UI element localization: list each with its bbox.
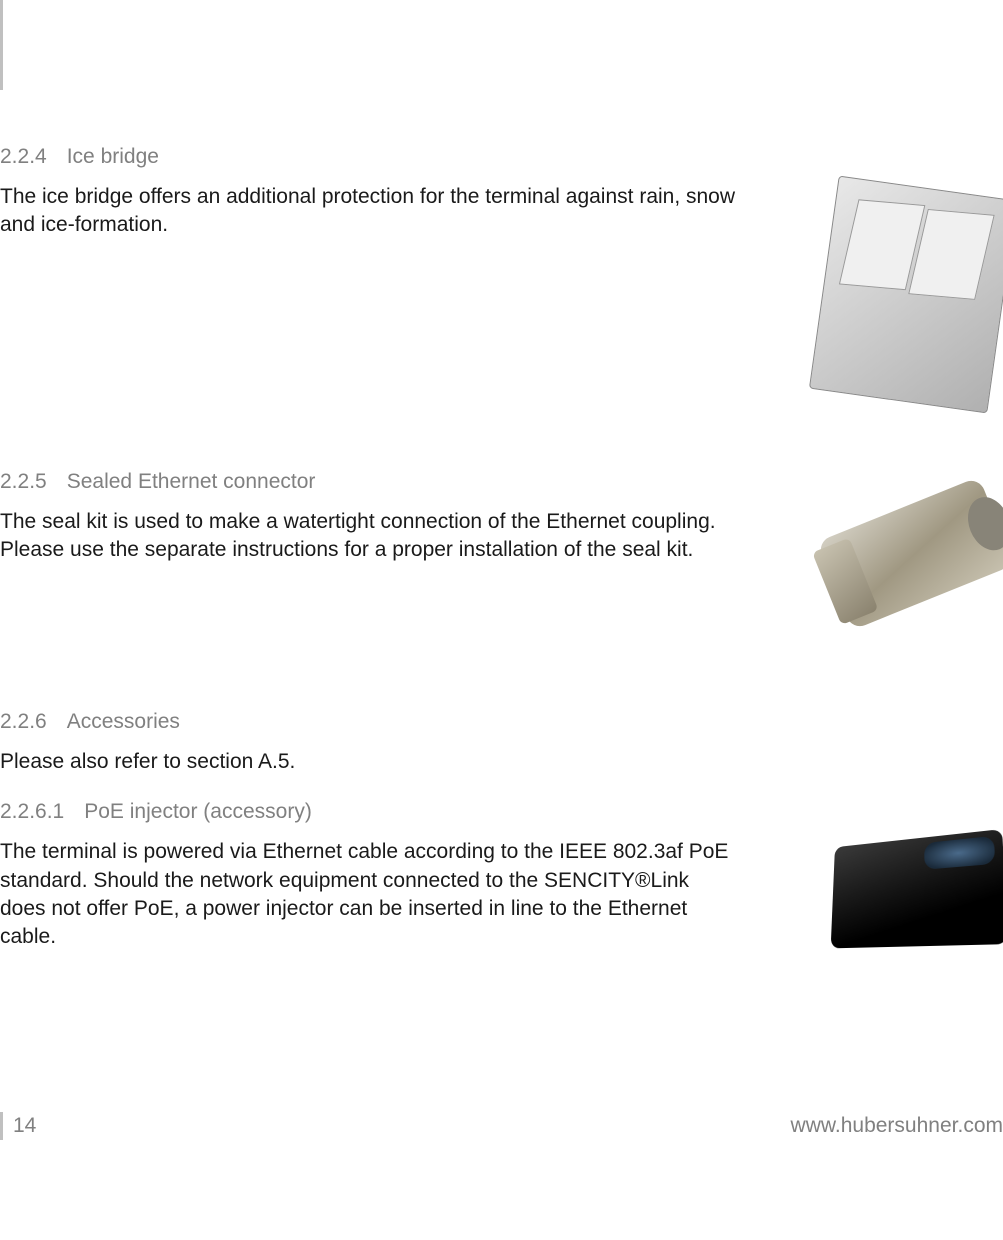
section-ice-bridge: 2.2.4 Ice bridge The ice bridge offers an… [0,145,1003,420]
section-accessories: 2.2.6 Accessories Please also refer to se… [0,710,1003,776]
image-poe-injector [831,829,1003,948]
heading-number: 2.2.4 [0,145,47,168]
text-accessories: Please also refer to section A.5. [0,748,740,776]
page-number: 14 [0,1112,36,1140]
heading-title: Accessories [67,710,180,733]
text-ice-bridge: The ice bridge offers an additional prot… [0,183,740,240]
image-ethernet-connector [817,477,1003,631]
heading-title: PoE injector (accessory) [84,800,312,823]
heading-accessories: 2.2.6 Accessories [0,710,1003,734]
heading-sealed-ethernet: 2.2.5 Sealed Ethernet connector [0,470,1003,494]
text-poe-injector: The terminal is powered via Ethernet cab… [0,838,740,951]
section-sealed-ethernet: 2.2.5 Sealed Ethernet connector The seal … [0,470,1003,660]
heading-number: 2.2.6.1 [0,800,64,823]
heading-ice-bridge: 2.2.4 Ice bridge [0,145,1003,169]
heading-title: Ice bridge [67,145,159,168]
text-sealed-ethernet: The seal kit is used to make a watertigh… [0,508,740,565]
section-poe-injector: 2.2.6.1 PoE injector (accessory) The term… [0,800,1003,980]
heading-number: 2.2.5 [0,470,47,493]
heading-title: Sealed Ethernet connector [67,470,316,493]
top-border-decoration [0,0,3,90]
page-content: 2.2.4 Ice bridge The ice bridge offers an… [0,0,1003,980]
heading-poe-injector: 2.2.6.1 PoE injector (accessory) [0,800,1003,824]
heading-number: 2.2.6 [0,710,47,733]
image-ice-bridge-antenna [809,176,1003,414]
footer-url: www.hubersuhner.com [791,1114,1003,1138]
page-footer: 14 www.hubersuhner.com [0,1112,1003,1140]
